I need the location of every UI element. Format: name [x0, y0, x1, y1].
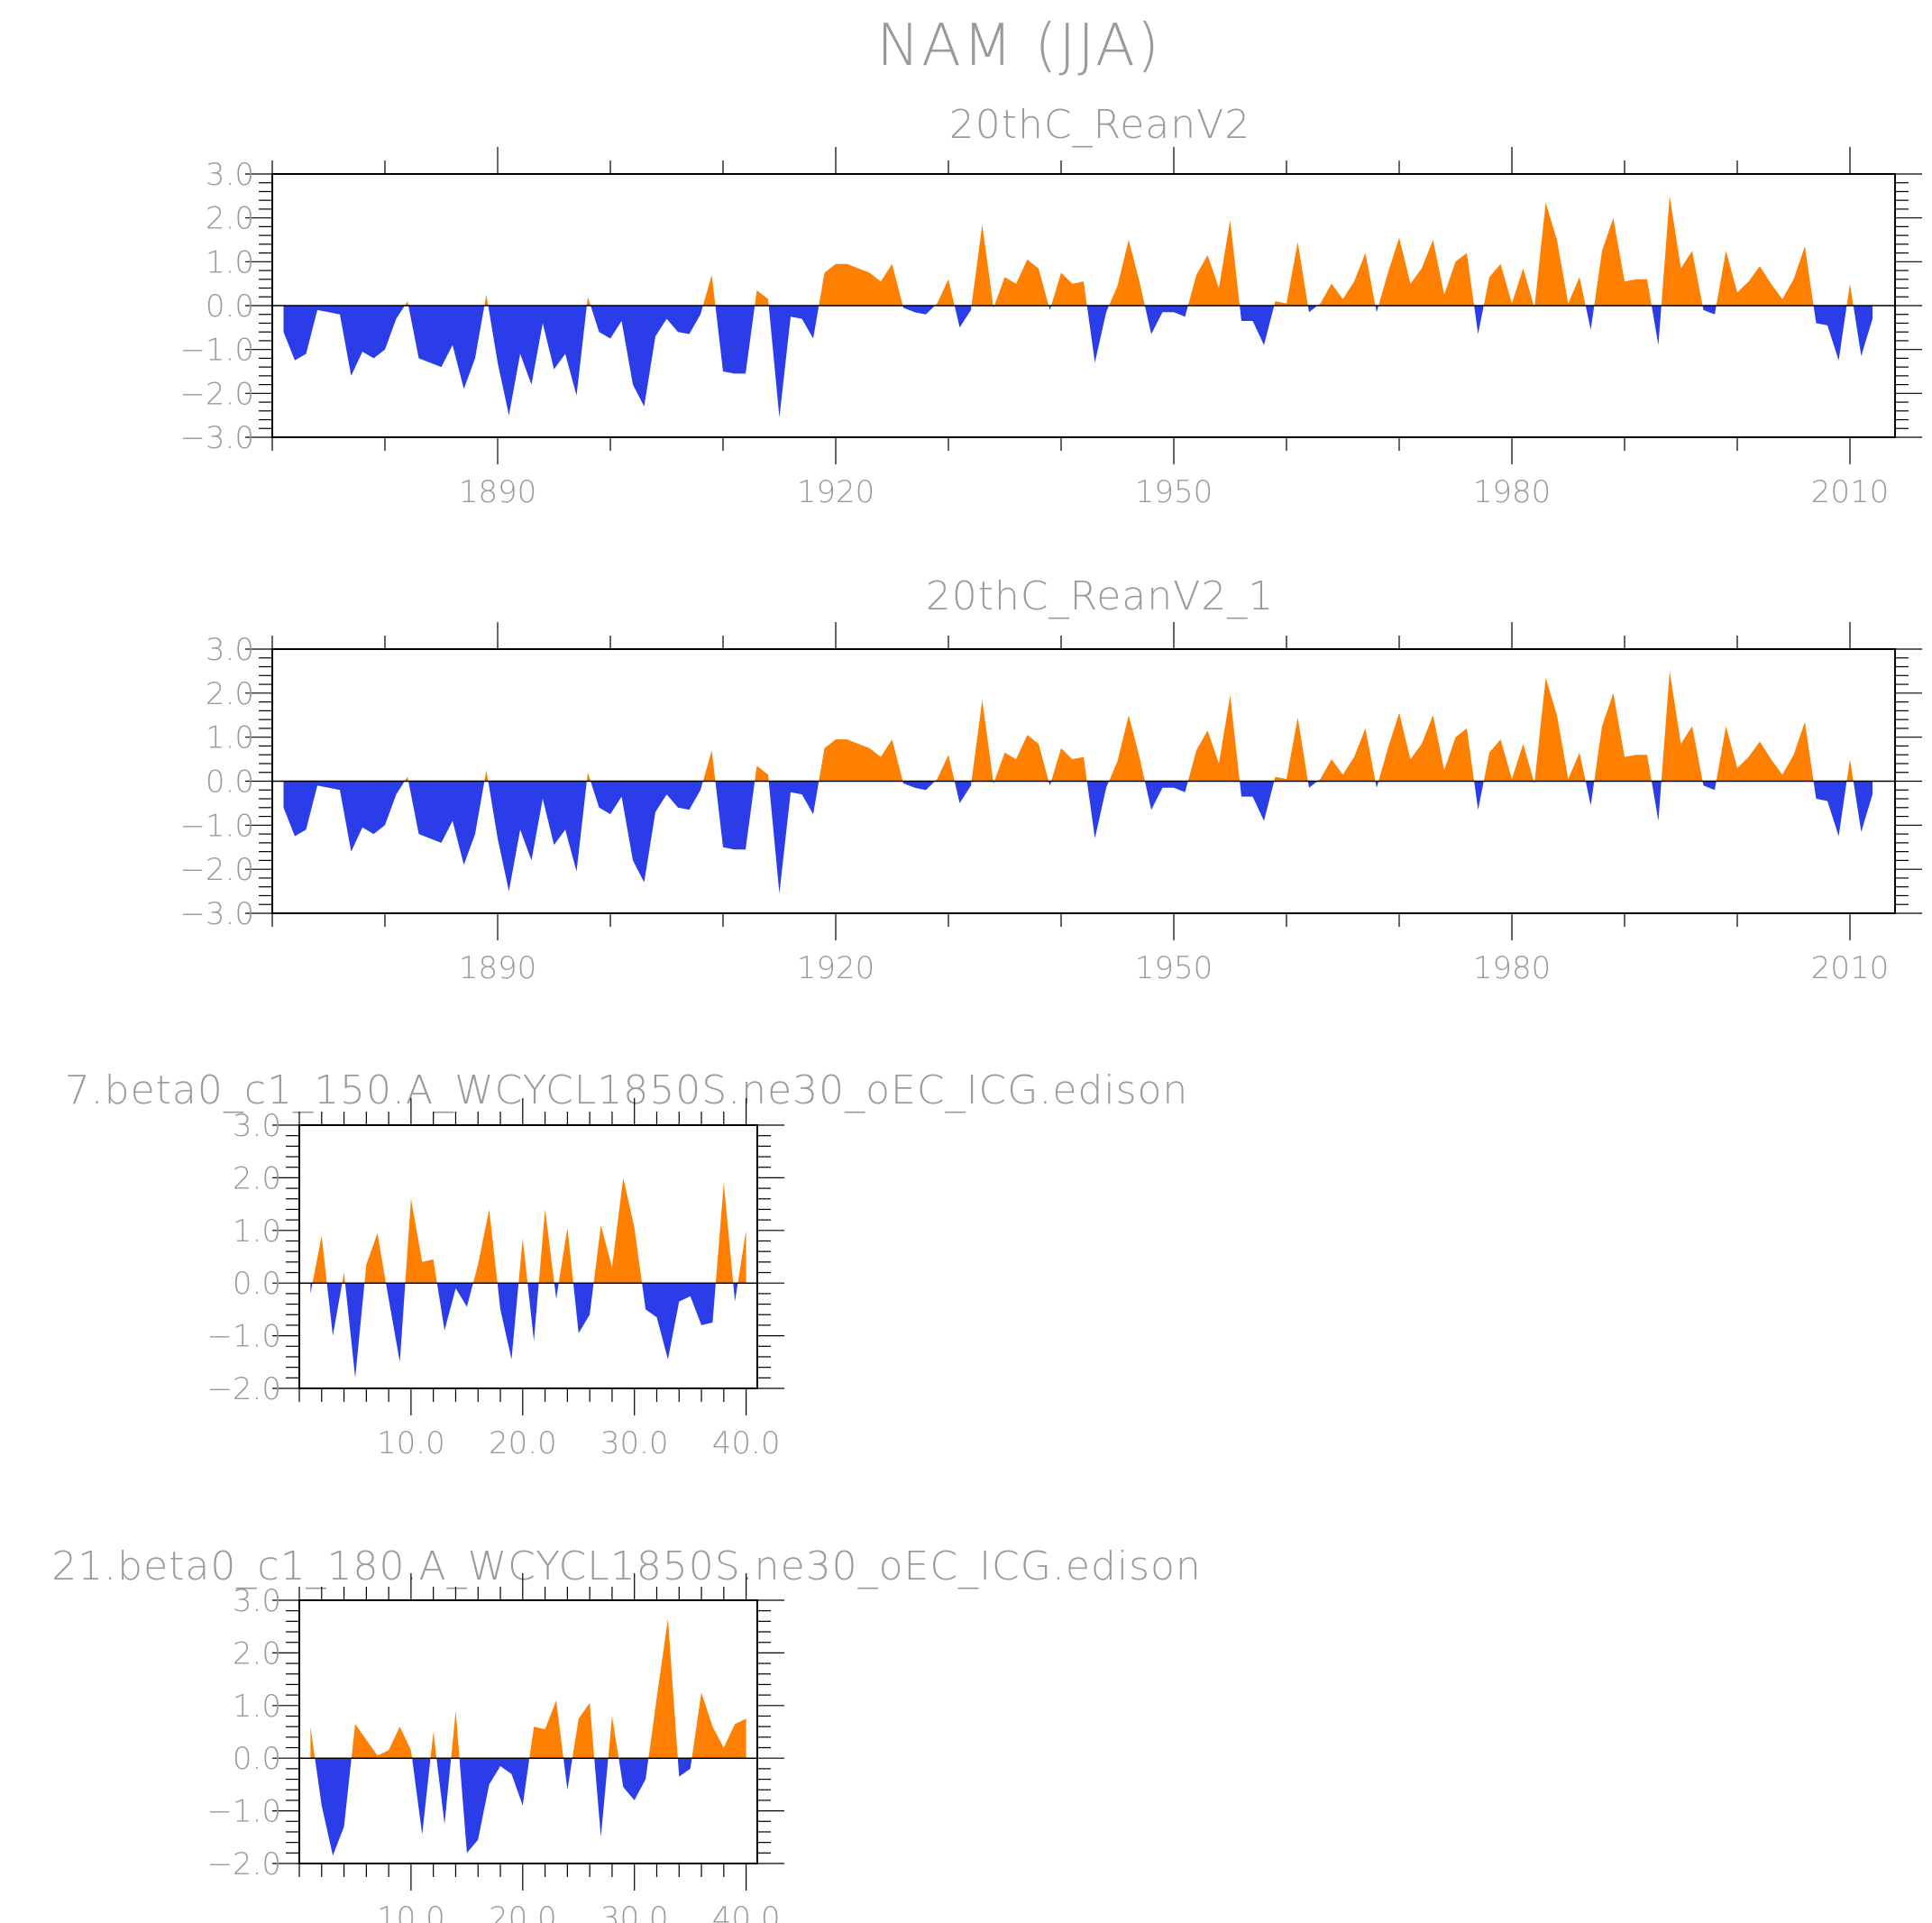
x-tick-label: 1920	[797, 474, 875, 510]
plot-frame	[298, 1599, 758, 1864]
x-tick-label: 30.0	[600, 1425, 669, 1461]
y-tick-label: −2.0	[179, 376, 254, 412]
y-tick-label: 3.0	[206, 157, 254, 193]
y-tick-label: 0.0	[233, 1266, 281, 1302]
y-tick-label: −1.0	[179, 808, 254, 844]
panel-20thc-reanv2-1: 20thC_ReanV2_1 3.0 2.0 1.0 0.0 −1.0 −2.0 −3.0 1…	[179, 573, 1922, 986]
positive-area	[283, 196, 1872, 306]
negative-area	[310, 1758, 746, 1856]
positive-area	[310, 1177, 746, 1284]
y-tick-label: 0.0	[206, 288, 254, 325]
y-tick-label: −3.0	[179, 896, 254, 932]
x-tick-label: 1920	[797, 950, 875, 986]
x-tick-label: 40.0	[712, 1425, 781, 1461]
x-tick-label: 1890	[459, 950, 537, 986]
y-tick-label: −1.0	[206, 1319, 281, 1355]
negative-area	[283, 306, 1872, 418]
x-tick-label: 20.0	[489, 1900, 557, 1923]
y-tick-label: 1.0	[233, 1213, 281, 1250]
panel-title: 7.beta0_c1_150.A_WCYCL1850S.ne30_oEC_ICG…	[65, 1067, 1189, 1113]
y-tick-label: 1.0	[206, 244, 254, 280]
x-tick-label: 1950	[1135, 474, 1213, 510]
x-tick-label: 10.0	[377, 1425, 445, 1461]
x-tick-label: 1890	[459, 474, 537, 510]
y-tick-label: 0.0	[206, 765, 254, 801]
y-tick-label: 2.0	[206, 676, 254, 712]
x-tick-label: 1980	[1473, 950, 1552, 986]
x-tick-label: 1980	[1473, 474, 1552, 510]
negative-area	[310, 1283, 746, 1378]
positive-area	[310, 1618, 746, 1759]
x-tick-label: 10.0	[377, 1900, 445, 1923]
y-tick-label: 2.0	[233, 1635, 281, 1671]
plot-frame	[298, 1124, 758, 1389]
y-tick-label: 0.0	[233, 1741, 281, 1777]
x-tick-label: 2010	[1811, 950, 1890, 986]
x-tick-label: 20.0	[489, 1425, 557, 1461]
panel-title: 20thC_ReanV2_1	[926, 573, 1274, 619]
y-tick-label: 3.0	[233, 1583, 281, 1619]
panel-beta0-c1-150: 7.beta0_c1_150.A_WCYCL1850S.ne30_oEC_ICG…	[65, 1067, 1189, 1461]
y-tick-label: 2.0	[233, 1160, 281, 1196]
positive-area	[283, 671, 1872, 782]
panel-title: 21.beta0_c1_180.A_WCYCL1850S.ne30_oEC_IC…	[51, 1543, 1202, 1589]
x-tick-label: 40.0	[712, 1900, 781, 1923]
x-tick-label: 30.0	[600, 1900, 669, 1923]
negative-area	[283, 781, 1872, 893]
x-tick-label: 2010	[1811, 474, 1890, 510]
y-tick-label: 2.0	[206, 201, 254, 237]
y-tick-label: −3.0	[179, 420, 254, 456]
y-tick-label: −2.0	[179, 852, 254, 888]
figure-title: NAM (JJA)	[876, 13, 1161, 79]
y-tick-label: −1.0	[206, 1794, 281, 1830]
y-tick-label: 3.0	[206, 632, 254, 668]
panel-20thc-reanv2: 20thC_ReanV2 3.0 2.0 1.0 0.0 −1.0 −2.0 −3.0 189…	[179, 102, 1922, 510]
y-tick-label: 3.0	[233, 1108, 281, 1144]
y-tick-label: 1.0	[206, 720, 254, 756]
y-tick-label: 1.0	[233, 1689, 281, 1725]
y-tick-label: −2.0	[206, 1846, 281, 1882]
y-tick-label: −2.0	[206, 1371, 281, 1407]
panel-title: 20thC_ReanV2	[949, 102, 1250, 148]
y-tick-label: −1.0	[179, 333, 254, 369]
panel-beta0-c1-180: 21.beta0_c1_180.A_WCYCL1850S.ne30_oEC_IC…	[51, 1543, 1202, 1923]
x-tick-label: 1950	[1135, 950, 1213, 986]
